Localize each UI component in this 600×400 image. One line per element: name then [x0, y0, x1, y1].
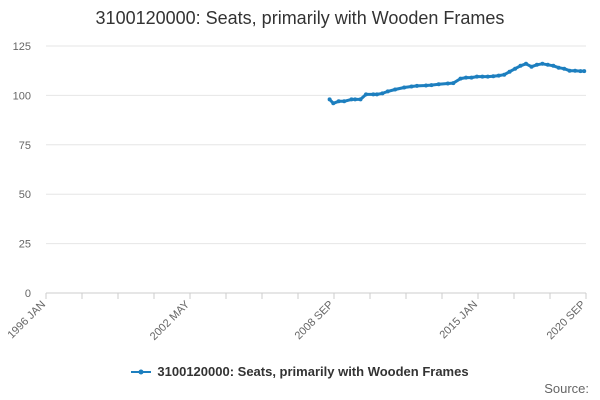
series-layer	[327, 61, 587, 106]
data-point[interactable]	[331, 101, 336, 106]
data-point[interactable]	[385, 89, 390, 94]
data-point[interactable]	[342, 99, 347, 104]
x-tick-label: 2020 SEP	[545, 299, 589, 343]
data-point[interactable]	[374, 92, 379, 97]
y-tick-label: 25	[19, 239, 31, 251]
data-point[interactable]	[445, 81, 450, 86]
gridlines	[46, 45, 586, 245]
data-point[interactable]	[518, 63, 523, 68]
data-point[interactable]	[393, 87, 398, 92]
data-point[interactable]	[336, 99, 341, 104]
data-point[interactable]	[496, 73, 501, 78]
y-tick-label: 100	[13, 90, 31, 102]
legend: 3100120000: Seats, primarily with Wooden…	[0, 364, 600, 379]
x-tick-label: 2008 SEP	[293, 299, 337, 343]
y-tick-label: 75	[19, 140, 31, 152]
data-point[interactable]	[556, 65, 561, 70]
data-point[interactable]	[429, 83, 434, 88]
x-tick-label: 2015 JAN	[437, 299, 480, 342]
source-label: Source:	[544, 381, 589, 396]
data-point[interactable]	[578, 69, 583, 74]
data-point[interactable]	[380, 91, 385, 96]
data-point[interactable]	[480, 74, 485, 79]
data-point[interactable]	[464, 75, 468, 80]
data-point[interactable]	[562, 66, 567, 71]
y-tick-label: 0	[25, 288, 31, 300]
y-axis-ticks: 0 25 50 75 100 125	[13, 41, 31, 300]
data-point[interactable]	[491, 74, 496, 79]
data-point[interactable]	[371, 92, 376, 97]
data-point[interactable]	[436, 82, 441, 87]
data-point[interactable]	[327, 97, 332, 102]
data-point[interactable]	[551, 63, 556, 68]
data-point[interactable]	[409, 84, 414, 89]
data-point[interactable]	[485, 74, 490, 79]
chart-title: 3100120000: Seats, primarily with Wooden…	[95, 8, 505, 28]
data-point[interactable]	[534, 62, 539, 67]
data-point[interactable]	[474, 74, 479, 79]
data-point[interactable]	[358, 97, 363, 102]
y-tick-label: 125	[13, 41, 31, 53]
data-point[interactable]	[502, 72, 507, 77]
series-line	[328, 62, 585, 105]
data-point[interactable]	[507, 69, 512, 74]
data-point[interactable]	[573, 68, 578, 73]
data-point[interactable]	[424, 83, 428, 88]
x-tick-label: 1996 JAN	[5, 299, 48, 342]
data-point[interactable]	[458, 76, 463, 81]
data-point[interactable]	[529, 64, 534, 69]
data-point[interactable]	[414, 83, 419, 88]
data-point[interactable]	[545, 62, 550, 67]
data-point[interactable]	[582, 69, 587, 74]
data-point[interactable]	[353, 97, 358, 102]
legend-label: 3100120000: Seats, primarily with Wooden…	[157, 364, 469, 379]
data-point[interactable]	[364, 92, 368, 97]
legend-item[interactable]: 3100120000: Seats, primarily with Wooden…	[131, 364, 469, 379]
data-point[interactable]	[469, 75, 474, 80]
x-tick-label: 2002 MAY	[148, 298, 193, 343]
x-axis-ticks: 1996 JAN 2002 MAY 2008 SEP 2015 JAN 2020 SEP	[5, 293, 588, 343]
data-point[interactable]	[451, 81, 456, 86]
data-point[interactable]	[524, 61, 528, 66]
data-point[interactable]	[349, 97, 354, 102]
data-point[interactable]	[567, 68, 572, 73]
data-point[interactable]	[513, 66, 518, 71]
data-point[interactable]	[402, 85, 407, 90]
y-tick-label: 50	[19, 189, 31, 201]
data-point[interactable]	[540, 61, 545, 66]
legend-marker-icon	[131, 369, 152, 374]
